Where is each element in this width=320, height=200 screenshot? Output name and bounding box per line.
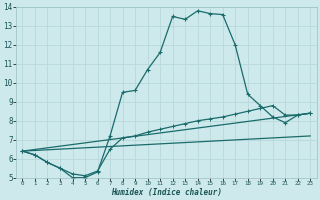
- X-axis label: Humidex (Indice chaleur): Humidex (Indice chaleur): [111, 188, 222, 197]
